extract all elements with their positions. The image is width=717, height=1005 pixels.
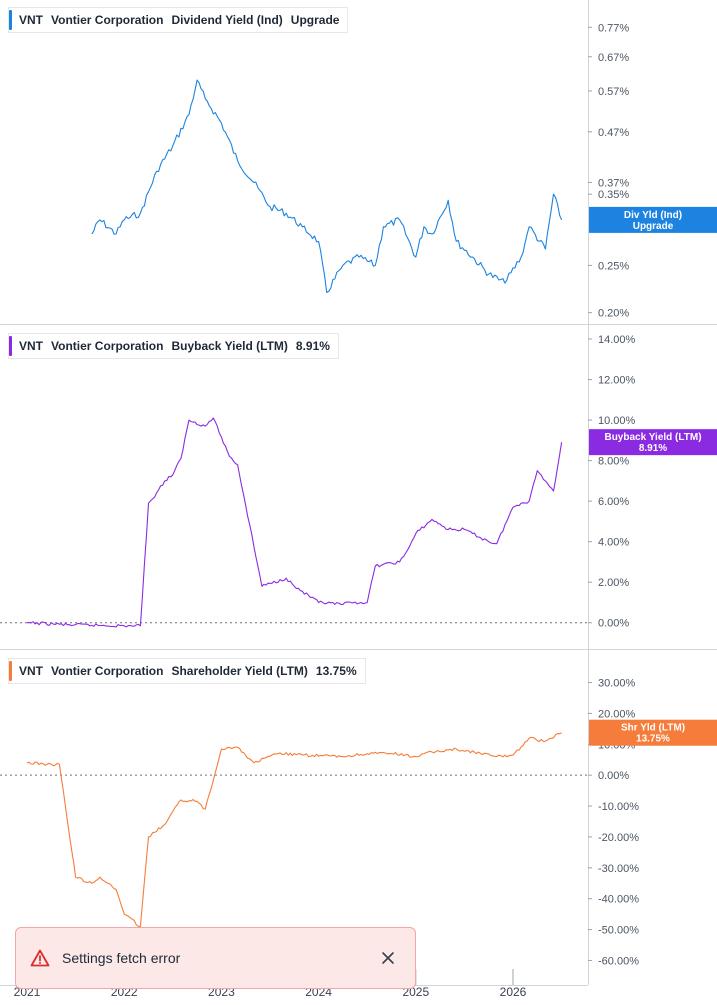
legend-ticker: VNT (19, 13, 43, 27)
series-line (26, 417, 563, 628)
legend-shareholder-yield[interactable]: VNT Vontier Corporation Shareholder Yiel… (8, 658, 366, 684)
y-tick-label: 10.00% (598, 415, 636, 427)
y-tick-label: 0.20% (598, 308, 629, 320)
last-value-tag-value: 8.91% (639, 443, 667, 454)
y-tick-label: -60.00% (598, 955, 639, 967)
last-value-tag-value: 13.75% (636, 734, 670, 745)
legend-color-bar (9, 336, 12, 356)
legend-company: Vontier Corporation (51, 13, 164, 27)
y-tick-label: 0.47% (598, 127, 629, 139)
y-tick-label: 0.67% (598, 52, 629, 64)
y-tick-label: 2.00% (598, 577, 629, 589)
legend-dividend-yield[interactable]: VNT Vontier Corporation Dividend Yield (… (8, 7, 349, 33)
y-tick-label: 4.00% (598, 537, 629, 549)
last-value-tag (589, 206, 717, 233)
y-tick-label: 0.77% (598, 22, 629, 34)
legend-company: Vontier Corporation (51, 664, 164, 678)
y-tick-label: 0.00% (598, 618, 629, 630)
y-tick-label: 14.00% (598, 334, 636, 346)
legend-value[interactable]: Upgrade (290, 13, 340, 27)
toast-message: Settings fetch error (62, 950, 181, 966)
y-tick-label: -10.00% (598, 801, 639, 813)
warning-triangle-icon (30, 949, 50, 967)
last-value-tag (589, 429, 717, 456)
last-value-tag-label: Div Yld (Ind) (624, 210, 682, 221)
legend-metric: Buyback Yield (LTM) (171, 339, 288, 353)
y-tick-label: 12.00% (598, 375, 636, 387)
y-tick-label: 0.00% (598, 770, 629, 782)
last-value-tag (589, 719, 717, 746)
x-tick-label: 2026 (500, 985, 527, 999)
legend-metric: Dividend Yield (Ind) (171, 13, 283, 27)
y-tick-label: 0.57% (598, 86, 629, 98)
y-tick-label: 8.00% (598, 456, 629, 468)
y-tick-label: 0.37% (598, 177, 629, 189)
legend-color-bar (9, 661, 12, 681)
y-tick-label: 0.25% (598, 260, 629, 272)
last-value-tag-label: Shr Yld (LTM) (621, 723, 685, 734)
last-value-tag-value: Upgrade (633, 221, 674, 232)
legend-color-bar (9, 10, 12, 30)
legend-company: Vontier Corporation (51, 339, 164, 353)
y-tick-label: 30.00% (598, 678, 636, 690)
y-tick-label: -40.00% (598, 894, 639, 906)
y-tick-label: -20.00% (598, 832, 639, 844)
legend-value: 13.75% (315, 664, 357, 678)
y-tick-label: -30.00% (598, 863, 639, 875)
legend-value: 8.91% (295, 339, 330, 353)
legend-ticker: VNT (19, 664, 43, 678)
series-line (91, 79, 563, 294)
series-line (26, 732, 562, 928)
legend-ticker: VNT (19, 339, 43, 353)
legend-buyback-yield[interactable]: VNT Vontier Corporation Buyback Yield (L… (8, 333, 339, 359)
close-icon[interactable] (379, 949, 397, 967)
legend-metric: Shareholder Yield (LTM) (171, 664, 308, 678)
error-toast: Settings fetch error (15, 927, 416, 989)
y-tick-label: 0.35% (598, 189, 629, 201)
last-value-tag-label: Buyback Yield (LTM) (604, 432, 701, 443)
y-tick-label: 6.00% (598, 496, 629, 508)
y-tick-label: -50.00% (598, 925, 639, 937)
y-tick-label: 20.00% (598, 708, 636, 720)
